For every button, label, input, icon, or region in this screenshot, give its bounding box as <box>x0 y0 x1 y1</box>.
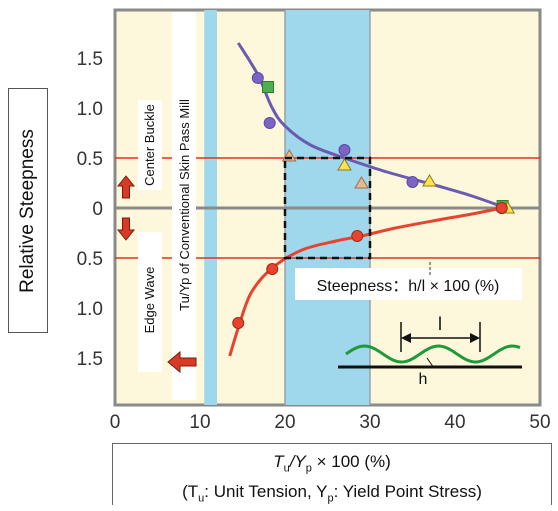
arrow-left-icon <box>167 350 197 374</box>
y-tick-label: 1.0 <box>77 99 103 120</box>
steepness-formula-box <box>295 268 522 300</box>
point-circle-purple <box>338 144 351 156</box>
dashed-box-rect <box>283 156 372 260</box>
x-axis-label-line2: (Tu: Unit Tension, Yp: Yield Point Stres… <box>182 482 482 505</box>
point-circle-red <box>495 202 508 214</box>
x-tick-label: 0 <box>110 412 121 433</box>
center-buckle-label: Center Buckle <box>142 104 157 186</box>
edge-wave-box <box>138 232 162 372</box>
steepness-formula: Steepness：h/l × 100 (%) <box>317 278 500 295</box>
y-tick-label: 1.0 <box>77 299 103 320</box>
point-circle-red <box>266 263 279 275</box>
conventional-box <box>172 12 196 400</box>
edge-wave-label: Edge Wave <box>142 267 157 334</box>
x-tick-label: 30 <box>359 412 380 433</box>
point-circle-purple <box>263 117 276 129</box>
point-circle-red <box>232 317 245 329</box>
y-tick-label: 0.5 <box>77 149 103 170</box>
x-axis-label-box: Tu/Yp × 100 (%) (Tu: Unit Tension, Yp: Y… <box>112 443 552 505</box>
y-tick-label: 1.5 <box>77 49 103 70</box>
point-circle-purple <box>406 176 419 188</box>
y-axis-label-box: Relative Steepness <box>8 88 48 333</box>
y-tick-label: 0.5 <box>77 249 103 270</box>
tick-labels: 0 10 20 30 40 50 1.5 1.0 0.5 0 0.5 1.0 1.5 <box>77 49 551 433</box>
x-tick-label: 50 <box>529 412 550 433</box>
wave-curve <box>345 344 521 364</box>
y-tick-label: 0 <box>92 199 103 220</box>
conventional-label: Tu/Yp of Conventional Skin Pass Mill <box>177 99 192 311</box>
point-circle-purple <box>251 72 264 84</box>
wave-length-arrow-left <box>401 333 411 343</box>
point-circle-red <box>351 230 364 242</box>
center-buckle-box <box>138 100 162 190</box>
x-tick-label: 10 <box>189 412 210 433</box>
wave-length-symbol: l <box>438 314 442 334</box>
point-square-green <box>262 81 274 93</box>
wave-length-arrow-right <box>470 333 480 343</box>
point-triangle-tan <box>354 176 369 189</box>
point-triangle-yellow <box>422 174 437 187</box>
edge-wave-curve <box>228 206 503 357</box>
wave-height-symbol: h <box>419 371 428 388</box>
arrow-down-icon <box>116 217 136 241</box>
arrow-up-icon <box>116 175 136 199</box>
point-triangle-yellow <box>337 158 352 171</box>
y-tick-label: 1.5 <box>77 349 103 370</box>
x-axis-label-line1: Tu/Yp × 100 (%) <box>273 452 391 475</box>
x-tick-label: 40 <box>444 412 465 433</box>
dashed-box <box>283 156 372 260</box>
wave-height-pointer <box>426 357 435 369</box>
annotations: Center Buckle Edge Wave Tu/Yp of Conventio… <box>116 12 522 400</box>
data-markers <box>232 72 516 329</box>
y-axis-label: Relative Steepness <box>17 128 38 293</box>
x-tick-label: 20 <box>274 412 295 433</box>
